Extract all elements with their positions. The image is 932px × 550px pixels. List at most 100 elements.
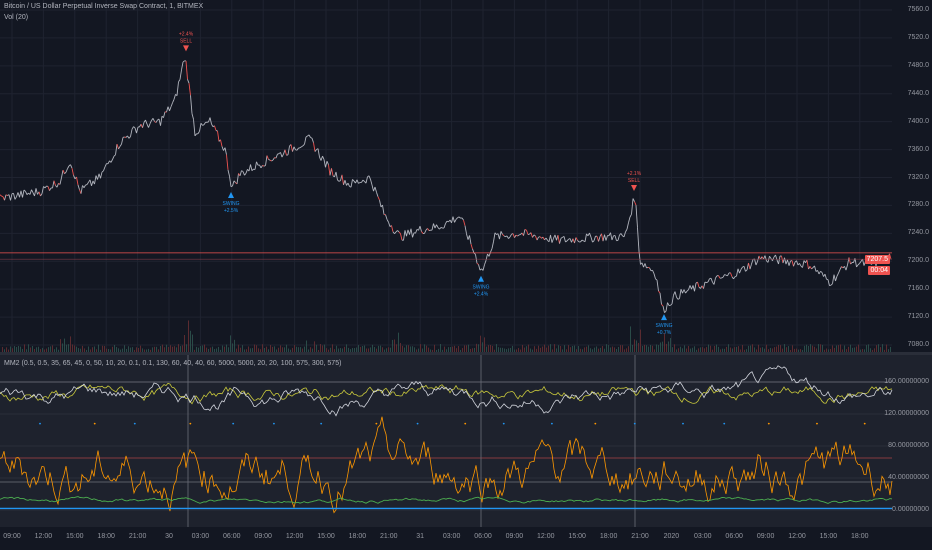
price-segment xyxy=(199,123,202,132)
price-segment xyxy=(395,230,398,233)
price-segment xyxy=(439,227,442,230)
volume-bar xyxy=(334,349,335,352)
price-segment xyxy=(413,232,416,234)
price-segment xyxy=(187,79,190,84)
price-segment xyxy=(385,214,388,220)
price-segment xyxy=(160,116,163,126)
volume-bar xyxy=(544,344,545,352)
price-segment xyxy=(740,266,743,270)
price-segment xyxy=(94,175,97,185)
volume-bar xyxy=(860,349,861,352)
price-segment xyxy=(311,138,314,143)
price-segment xyxy=(89,179,92,186)
price-segment xyxy=(494,232,497,235)
time-tick-label: 18:00 xyxy=(851,533,869,540)
indicator-chart[interactable] xyxy=(0,355,932,527)
volume-bar xyxy=(106,348,107,352)
volume-bar xyxy=(566,349,567,352)
price-segment xyxy=(10,193,13,201)
volume-bar xyxy=(164,347,165,352)
volume-legend[interactable]: Vol (20) xyxy=(4,14,29,21)
volume-bar xyxy=(378,345,379,352)
price-segment xyxy=(862,258,865,266)
buy-arrow-icon xyxy=(661,314,667,321)
annotation-label: SELL xyxy=(180,38,192,44)
volume-bar xyxy=(524,347,525,352)
volume-bar xyxy=(172,346,173,352)
volume-bar xyxy=(800,349,801,352)
price-segment xyxy=(737,268,740,274)
time-tick-label: 03:00 xyxy=(694,533,712,540)
volume-bar xyxy=(672,347,673,352)
volume-bar xyxy=(114,344,115,352)
volume-bar xyxy=(98,344,99,352)
symbol-legend[interactable]: Bitcoin / US Dollar Perpetual Inverse Sw… xyxy=(4,3,204,10)
volume-bar xyxy=(636,340,637,352)
price-segment xyxy=(388,222,391,227)
price-segment xyxy=(35,188,38,195)
volume-bar xyxy=(346,344,347,352)
volume-bar xyxy=(546,347,547,352)
volume-bar xyxy=(768,349,769,352)
price-segment xyxy=(272,157,275,161)
price-segment xyxy=(350,179,353,188)
volume-bar xyxy=(870,348,871,352)
volume-bar xyxy=(498,347,499,352)
volume-bar xyxy=(150,349,151,352)
price-segment xyxy=(281,153,284,158)
volume-bar xyxy=(6,347,7,352)
volume-bar xyxy=(312,348,313,352)
indicator-legend[interactable]: MM2 (0.5, 0.5, 35, 65, 45, 0, 50, 10, 20… xyxy=(4,360,342,367)
price-segment xyxy=(539,236,542,239)
volume-bar xyxy=(788,346,789,352)
yellow-series-line xyxy=(0,382,893,405)
price-segment xyxy=(232,180,235,187)
price-segment xyxy=(377,196,380,201)
price-segment xyxy=(290,144,293,152)
volume-bar xyxy=(292,347,293,352)
volume-bar xyxy=(370,347,371,352)
price-segment xyxy=(136,126,139,134)
volume-bar xyxy=(284,347,285,352)
volume-bar xyxy=(46,348,47,352)
price-axis[interactable]: 7560.0 7520.0 7480.0 7440.0 7400.0 7360.0 7320… xyxy=(884,0,932,527)
volume-bar xyxy=(724,348,725,352)
volume-bar xyxy=(614,347,615,352)
price-segment xyxy=(629,214,632,218)
price-segment xyxy=(764,255,767,262)
volume-bar xyxy=(34,348,35,352)
price-segment xyxy=(517,234,520,237)
price-chart[interactable]: +2.4%SELLSWING+2.5%+2.1%SELLSWING+2.4%SW… xyxy=(0,0,932,352)
volume-bar xyxy=(770,347,771,352)
volume-bar xyxy=(154,346,155,352)
price-segment xyxy=(575,237,578,241)
time-axis[interactable]: 09:00 12:00 15:00 18:00 21:00 30 03:00 06:00 09:… xyxy=(0,533,892,547)
price-segment xyxy=(455,217,458,220)
indicator-pane[interactable]: MM2 (0.5, 0.5, 35, 65, 45, 0, 50, 10, 20… xyxy=(0,355,932,527)
pane-separator[interactable] xyxy=(0,352,932,355)
volume-bar xyxy=(238,344,239,352)
price-segment xyxy=(13,193,16,200)
volume-bar xyxy=(42,347,43,352)
price-segment xyxy=(841,266,844,269)
price-segment xyxy=(584,233,587,242)
volume-bar xyxy=(486,346,487,352)
volume-bar xyxy=(66,344,67,352)
volume-bar xyxy=(112,346,113,352)
volume-bar xyxy=(840,344,841,352)
signal-dot xyxy=(767,422,770,425)
price-segment xyxy=(116,143,119,149)
volume-bar xyxy=(304,346,305,352)
price-segment xyxy=(589,232,592,238)
volume-bar xyxy=(102,345,103,352)
volume-bar xyxy=(366,348,367,352)
main-chart-pane[interactable]: +2.4% SELL SWING +2.5% +2.1% SELL SWING +2.4% SW… xyxy=(0,0,932,352)
price-segment xyxy=(778,255,781,265)
volume-bar xyxy=(722,348,723,352)
price-segment xyxy=(34,188,37,197)
volume-bar xyxy=(766,344,767,352)
price-segment xyxy=(523,229,526,236)
price-segment xyxy=(646,266,649,269)
price-segment xyxy=(538,236,541,238)
price-segment xyxy=(482,264,485,271)
